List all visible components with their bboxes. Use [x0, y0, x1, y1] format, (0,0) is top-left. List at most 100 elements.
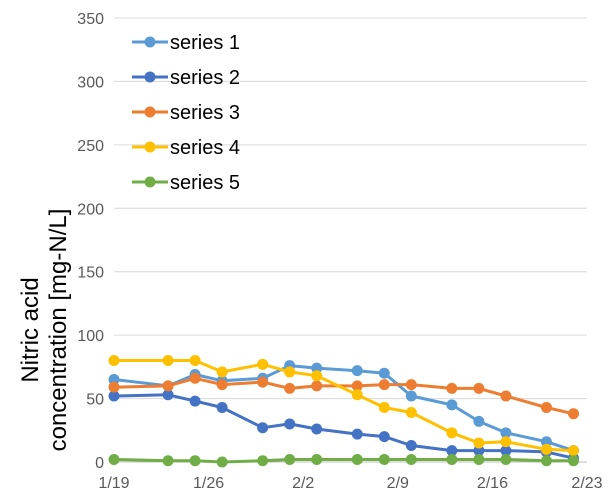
data-point: [162, 355, 174, 367]
legend-entry: series 4: [132, 137, 240, 159]
data-point: [351, 428, 363, 440]
y-tick-label: 150: [77, 265, 104, 282]
data-point: [162, 389, 174, 401]
legend-swatch-marker: [144, 106, 156, 118]
data-point: [284, 418, 296, 430]
series-4: [108, 355, 579, 457]
y-tick-label: 200: [77, 201, 104, 218]
data-point: [405, 453, 417, 465]
data-point: [284, 453, 296, 465]
data-point: [257, 422, 269, 434]
legend-entry: series 1: [132, 32, 240, 54]
y-tick-label: 300: [77, 74, 104, 91]
data-point: [500, 427, 512, 439]
data-point: [500, 390, 512, 402]
data-point: [473, 437, 485, 449]
tick-labels: 0 50 100 150 200 250 300 350 1/19 1/26 2/2 2/9 2/16 2…: [77, 11, 602, 492]
data-point: [567, 455, 579, 467]
data-point: [351, 453, 363, 465]
x-tick-label: 2/16: [477, 475, 508, 492]
y-axis-label-line-1: Nitric acid: [17, 277, 44, 382]
data-point: [473, 453, 485, 465]
series-2: [108, 389, 579, 464]
data-point: [108, 355, 120, 367]
data-point: [567, 408, 579, 420]
data-point: [216, 401, 228, 413]
y-tick-label: 0: [95, 455, 104, 472]
data-point: [351, 389, 363, 401]
data-point: [216, 456, 228, 468]
x-tick-label: 2/2: [292, 475, 314, 492]
x-tick-label: 1/19: [98, 475, 129, 492]
y-axis-label: Nitric acid concentration [mg-N/L]: [17, 209, 72, 452]
data-point: [378, 367, 390, 379]
legend-label: series 1: [170, 32, 240, 54]
data-point: [162, 455, 174, 467]
data-point: [216, 366, 228, 378]
legend-label: series 5: [170, 172, 240, 194]
data-point: [405, 390, 417, 402]
legend-label: series 2: [170, 67, 240, 89]
gridlines: [114, 17, 587, 400]
legend-swatch-marker: [144, 141, 156, 153]
legend-entry: series 2: [132, 67, 240, 89]
x-tick-label: 1/26: [193, 475, 224, 492]
data-point: [405, 440, 417, 452]
data-point: [216, 379, 228, 391]
data-point: [257, 376, 269, 388]
data-point: [405, 407, 417, 419]
data-point: [189, 455, 201, 467]
data-point: [108, 390, 120, 402]
data-point: [473, 445, 485, 457]
data-point: [284, 382, 296, 394]
data-point: [311, 423, 323, 435]
data-point: [473, 382, 485, 394]
x-tick-label: 2/9: [387, 475, 409, 492]
y-tick-label: 250: [77, 138, 104, 155]
y-tick-label: 100: [77, 328, 104, 345]
x-tick-label: 2/23: [571, 475, 602, 492]
legend-swatch-marker: [144, 71, 156, 83]
legend-label: series 3: [170, 102, 240, 124]
data-point: [446, 453, 458, 465]
data-point: [311, 370, 323, 382]
data-point: [257, 455, 269, 467]
data-point: [405, 379, 417, 391]
data-point: [446, 445, 458, 457]
data-point: [540, 443, 552, 455]
data-point: [351, 365, 363, 377]
data-point: [446, 399, 458, 411]
data-point: [108, 453, 120, 465]
legend-swatch-marker: [144, 36, 156, 48]
legend-entry: series 5: [132, 172, 240, 194]
legend-entry: series 3: [132, 102, 240, 124]
data-point: [378, 453, 390, 465]
data-point: [108, 374, 120, 386]
data-point: [446, 382, 458, 394]
data-point: [500, 445, 512, 457]
data-point: [540, 436, 552, 448]
data-point: [311, 380, 323, 392]
data-point: [311, 453, 323, 465]
data-point: [500, 453, 512, 465]
data-point: [189, 355, 201, 367]
data-point: [567, 445, 579, 457]
data-point: [378, 379, 390, 391]
series-5: [108, 453, 579, 468]
series-layer: [108, 355, 579, 468]
data-point: [108, 381, 120, 393]
data-point: [500, 436, 512, 448]
legend-swatch-marker: [144, 176, 156, 188]
y-tick-label: 50: [86, 392, 104, 409]
legend-label: series 4: [170, 137, 240, 159]
data-point: [473, 415, 485, 427]
data-point: [351, 380, 363, 392]
data-point: [311, 362, 323, 374]
data-point: [162, 380, 174, 392]
data-point: [257, 358, 269, 370]
data-point: [446, 427, 458, 439]
data-point: [189, 372, 201, 384]
y-tick-label: 350: [77, 11, 104, 28]
data-point: [378, 401, 390, 413]
